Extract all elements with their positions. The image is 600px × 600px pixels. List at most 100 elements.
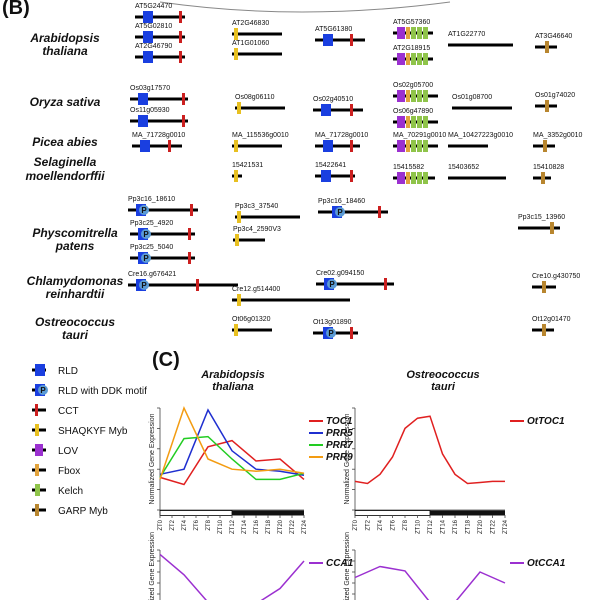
y-axis-label: Normalized Gene Expression <box>149 413 156 504</box>
gene-label: AT1G01060 <box>232 40 269 47</box>
cct-domain <box>168 140 171 152</box>
gene-diagram: AT2G46790 <box>135 43 185 63</box>
legend-item: CCT <box>32 404 79 417</box>
ddk-motif <box>141 229 151 239</box>
gene-diagram: MA_10427223g0010 <box>448 132 513 148</box>
gene-label: AT3G46640 <box>535 33 572 40</box>
gene-diagram: Os08g06110 <box>235 94 285 114</box>
series-line <box>354 565 506 600</box>
gene-diagram: Os01g74020 <box>535 92 575 112</box>
fbox-domain <box>35 464 39 476</box>
ddk-motif <box>38 385 48 395</box>
kelch-domain <box>411 140 416 152</box>
cct-domain <box>179 31 182 43</box>
series-legend-label: TOC1 <box>326 416 353 427</box>
gene-diagram: 15410828 <box>533 164 564 184</box>
chart-title-ostreococcus: Ostreococcus <box>406 369 479 381</box>
legend-label: Fbox <box>58 466 80 477</box>
gene-diagram: Pp3c15_13960 <box>518 214 565 234</box>
garp-myb-domain <box>545 41 549 53</box>
shaqkyf-myb-domain <box>237 294 241 306</box>
gene-label: Pp3c15_13960 <box>518 214 565 221</box>
chart-title-arabidopsis: Arabidopsis <box>200 369 265 381</box>
gene-label: 15421531 <box>232 162 263 169</box>
rld-domain <box>140 140 150 152</box>
gene-label: Pp3c25_5040 <box>130 244 173 251</box>
shaqkyf-myb-domain <box>35 424 39 436</box>
species-label: Ostreococcus <box>35 315 115 329</box>
garp-myb-domain <box>545 100 549 112</box>
dark-period-bar <box>430 510 505 516</box>
fbox-domain <box>406 172 410 184</box>
legend-item: RLD <box>32 364 78 377</box>
cct-domain <box>35 404 38 416</box>
series-line <box>159 405 305 480</box>
gene-label: AT5G57360 <box>393 19 430 26</box>
ddk-motif-letter: P <box>40 386 46 395</box>
gene-diagram: Os11g05930 <box>130 107 188 127</box>
rld-domain <box>143 51 153 63</box>
gene-diagram: Pp3c3_37540 <box>235 203 300 223</box>
cct-domain <box>182 115 185 127</box>
gene-diagram: Os02g05700 <box>393 82 438 102</box>
gene-label: 15422641 <box>315 162 346 169</box>
lov-domain <box>397 172 405 184</box>
legend-label: Kelch <box>58 486 83 497</box>
gene-diagram: AT3G46640 <box>535 33 572 53</box>
x-tick-label: ZT0 <box>353 519 359 530</box>
kelch-domain <box>423 172 428 184</box>
rld-domain <box>138 115 148 127</box>
x-tick-label: ZT20 <box>278 519 284 534</box>
x-tick-label: ZT6 <box>194 519 200 530</box>
x-tick-label: ZT0 <box>158 519 164 530</box>
gene-label: Pp3c16_18610 <box>128 196 175 203</box>
kelch-domain <box>423 140 428 152</box>
kelch-domain <box>417 116 422 128</box>
ddk-motif <box>141 253 151 263</box>
chart-subtitle-ostreococcus: tauri <box>431 381 456 393</box>
kelch-domain <box>411 172 416 184</box>
x-tick-label: ZT20 <box>478 519 484 534</box>
ddk-motif <box>327 279 337 289</box>
x-tick-label: ZT24 <box>302 519 308 534</box>
kelch-domain <box>417 140 422 152</box>
fbox-domain <box>406 53 410 65</box>
gene-diagram: AT5G61380 <box>315 26 365 46</box>
kelch-domain <box>417 27 422 39</box>
shaqkyf-myb-domain <box>234 170 238 182</box>
gene-diagram: AT2G18915 <box>393 45 433 65</box>
series-legend-label: PRR9 <box>326 452 353 463</box>
legend-label: RLD <box>58 366 78 377</box>
gene-diagram: 15422641 <box>315 162 355 182</box>
fbox-domain <box>406 27 410 39</box>
species-label: Selaginella <box>34 155 97 169</box>
dark-period-bar <box>232 510 304 516</box>
cct-domain <box>378 206 381 218</box>
gene-label: 15410828 <box>533 164 564 171</box>
gene-label: 15415582 <box>393 164 424 171</box>
top-arc-decoration <box>159 1 451 13</box>
series-legend-label: PRR5 <box>326 428 353 439</box>
gene-diagram: Ot06g01320 <box>232 316 272 336</box>
gene-label: AT2G46830 <box>232 20 269 27</box>
garp-myb-domain <box>35 504 39 516</box>
gene-label: MA_10427223g0010 <box>448 132 513 139</box>
gene-diagram: Cre12.g514400 <box>232 286 350 306</box>
cct-domain <box>182 93 185 105</box>
kelch-domain <box>423 90 428 102</box>
species-label: thaliana <box>42 44 88 58</box>
gene-diagram: AT1G22770 <box>448 31 513 47</box>
gene-label: AT2G46790 <box>135 43 172 50</box>
lov-domain <box>35 444 43 456</box>
ddk-motif-letter: P <box>143 230 149 239</box>
gene-label: Ot06g01320 <box>232 316 271 323</box>
ddk-motif <box>139 280 149 290</box>
gene-label: Os11g05930 <box>130 107 170 114</box>
expression-chart: Normalized Gene Expression OtCCA1 <box>344 532 566 600</box>
gene-diagram: 15415582 <box>393 164 435 184</box>
cct-domain <box>179 11 182 23</box>
gene-label: 15403652 <box>448 164 479 171</box>
x-tick-label: ZT22 <box>491 519 497 534</box>
gene-label: Os02g40510 <box>313 96 353 103</box>
